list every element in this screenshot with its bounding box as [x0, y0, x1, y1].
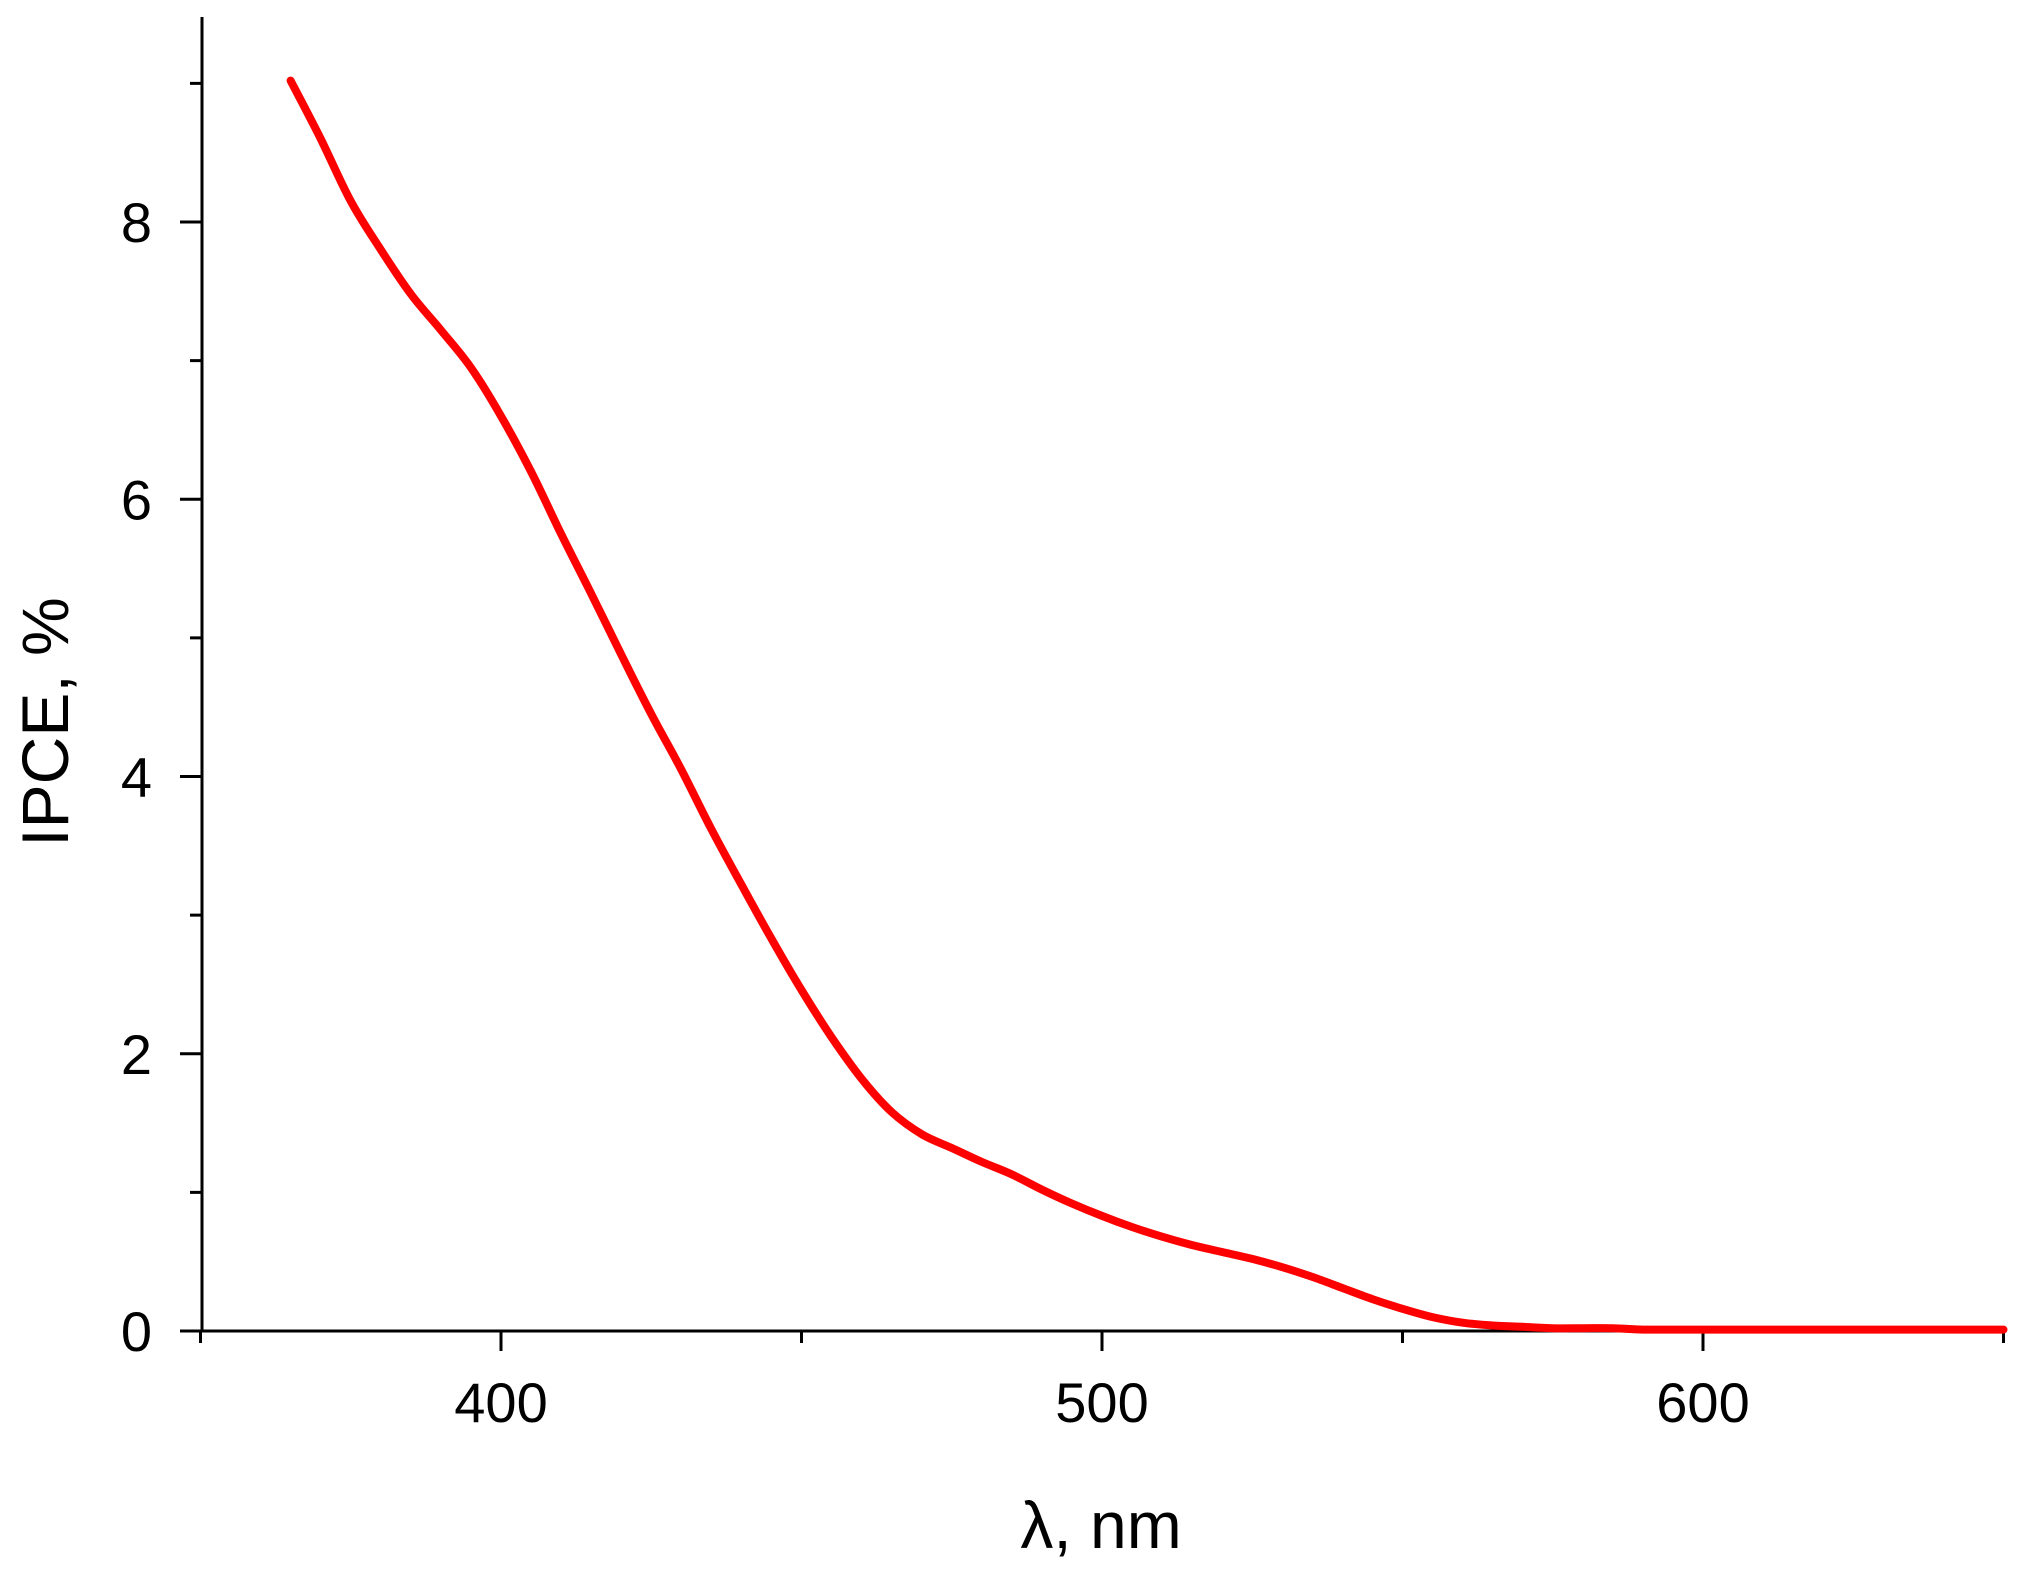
x-tick-label: 400	[454, 1371, 547, 1434]
series-line	[286, 76, 2008, 1334]
x-tick-label: 500	[1055, 1371, 1148, 1434]
y-tick-label: 4	[121, 746, 152, 809]
y-tick-label: 6	[121, 468, 152, 531]
ticks: 400 500 600 0 2 4 6 8	[121, 81, 2005, 1434]
y-tick-label: 0	[121, 1300, 152, 1363]
x-axis-title: λ, nm	[1020, 1488, 1181, 1562]
x-tick-label: 600	[1656, 1371, 1749, 1434]
y-tick-label: 8	[121, 191, 152, 254]
series-layer	[286, 76, 2008, 1334]
y-tick-label: 2	[121, 1023, 152, 1086]
axes	[200, 17, 2001, 1333]
y-axis-title: IPCE, %	[8, 597, 82, 846]
